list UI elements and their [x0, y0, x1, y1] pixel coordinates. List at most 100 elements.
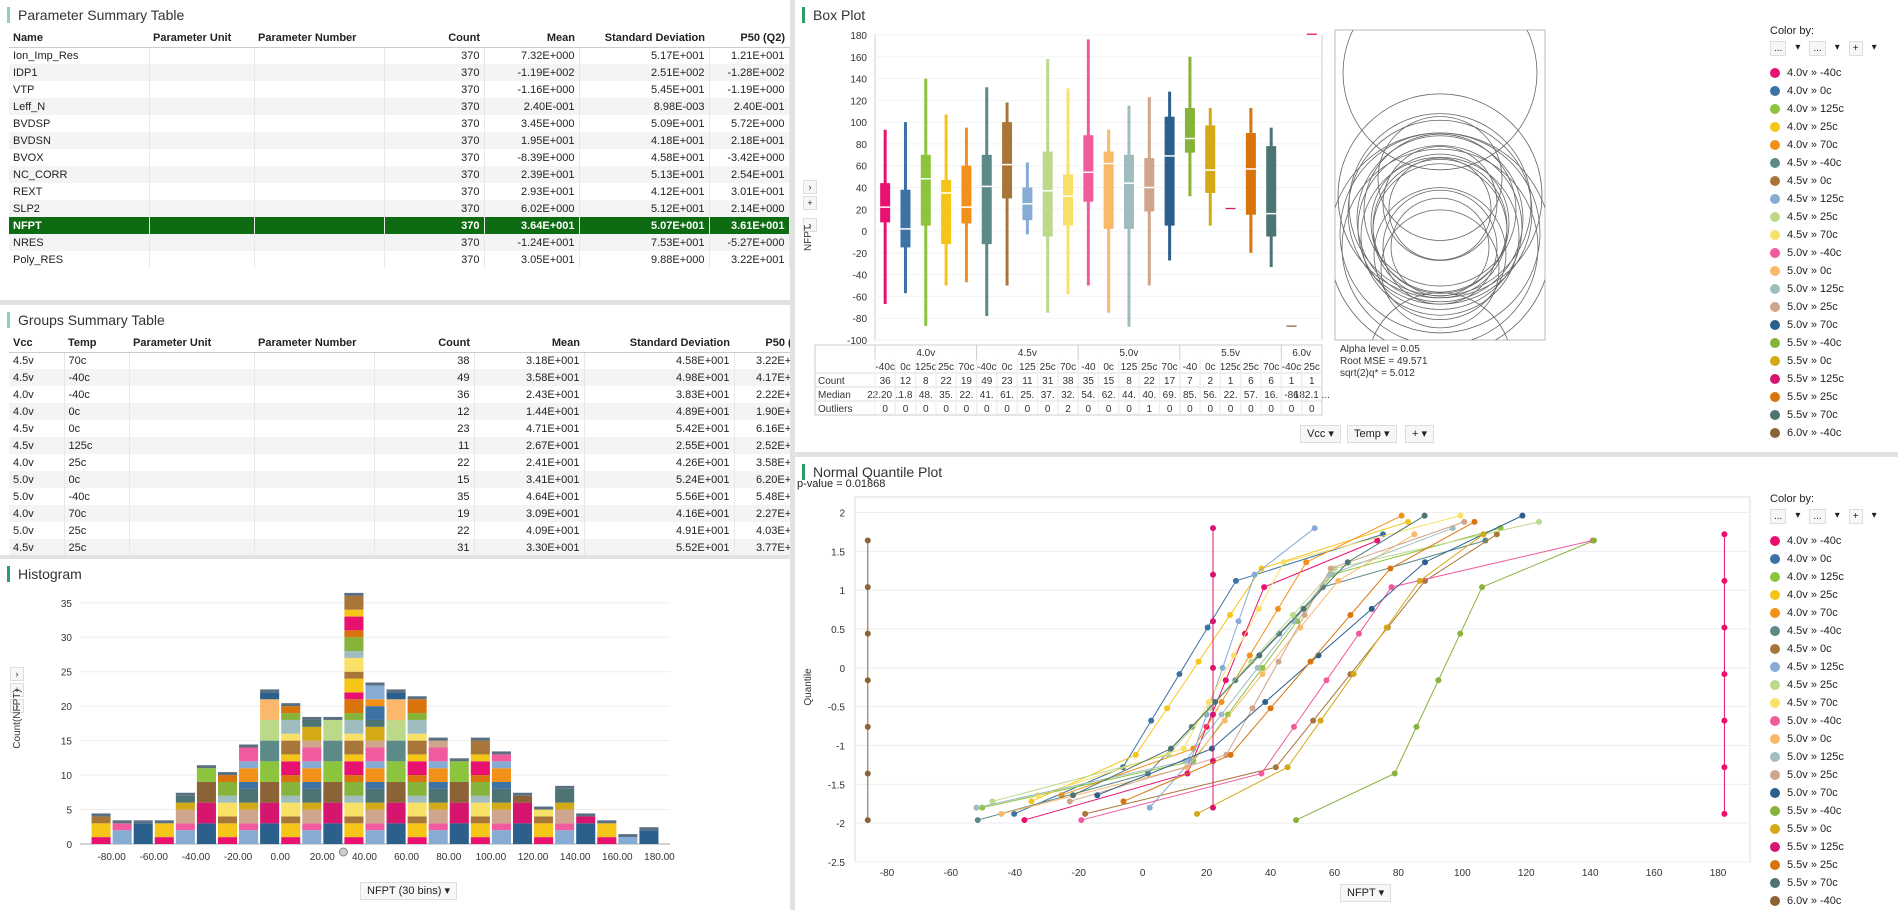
legend-item[interactable]: 4.0v » -40c — [1770, 532, 1880, 550]
legend-item[interactable]: 4.5v » -40c — [1770, 622, 1880, 640]
legend-item[interactable]: 5.5v » 125c — [1770, 370, 1880, 388]
table-row[interactable]: 4.0v0c121.44E+0014.89E+0011.90E+000-5.65… — [9, 403, 790, 420]
table-row[interactable]: 4.5v125c112.67E+0012.55E+0012.52E+001-1.… — [9, 437, 790, 454]
legend-item[interactable]: 4.0v » 25c — [1770, 586, 1880, 604]
column-header[interactable]: Parameter Number — [254, 335, 374, 353]
legend-item[interactable]: 4.0v » 125c — [1770, 100, 1880, 118]
legend-item[interactable]: 5.5v » 25c — [1770, 388, 1880, 406]
legend-item[interactable]: 5.0v » 70c — [1770, 784, 1880, 802]
column-header[interactable]: Count — [374, 335, 474, 353]
temp-dropdown[interactable]: Temp ▾ — [1347, 425, 1397, 443]
table-row[interactable]: 4.5v0c234.71E+0015.42E+0016.16E+001-4.82… — [9, 420, 790, 437]
table-row[interactable]: 5.0v25c224.09E+0014.91E+0014.03E+001-6.2… — [9, 522, 790, 539]
color-by-dropdown[interactable]: ... — [1809, 509, 1826, 524]
column-header[interactable]: Parameter Number — [254, 30, 384, 48]
column-header[interactable]: Mean — [474, 335, 584, 353]
legend-item[interactable]: 5.0v » 125c — [1770, 280, 1880, 298]
legend-item[interactable]: 4.5v » 0c — [1770, 172, 1880, 190]
vcc-dropdown[interactable]: Vcc ▾ — [1300, 425, 1341, 443]
legend-item[interactable]: 4.5v » 0c — [1770, 640, 1880, 658]
color-by-dropdown[interactable]: ... — [1809, 41, 1826, 56]
expand-arrow-button[interactable]: › — [10, 667, 24, 681]
table-row[interactable]: 4.5v25c313.30E+0015.52E+0013.77E+001-7.5… — [9, 539, 790, 555]
legend-item[interactable]: 6.0v » -40c — [1770, 892, 1880, 910]
table-row[interactable]: VTP 370-1.16E+0005.45E+001-1.19E+000-1.73… — [9, 81, 790, 98]
column-header[interactable]: Min — [789, 30, 790, 48]
table-row[interactable]: 4.0v70c193.09E+0014.16E+0012.27E+001-4.8… — [9, 505, 790, 522]
add-button[interactable]: + — [1848, 509, 1863, 524]
table-row[interactable]: BVOX 370-8.39E+0004.58E+001-3.42E+000-1.5… — [9, 149, 790, 166]
legend-item[interactable]: 4.0v » 0c — [1770, 82, 1880, 100]
table-row[interactable]: 4.5v70c383.18E+0014.58E+0013.22E+001-5.2… — [9, 352, 790, 369]
legend-item[interactable]: 4.5v » 70c — [1770, 694, 1880, 712]
color-by-dropdown[interactable]: ... — [1770, 509, 1787, 524]
table-row[interactable]: BVDSP 3703.45E+0005.09E+0015.72E+000-1.34… — [9, 115, 790, 132]
add-axis-button[interactable]: + ▾ — [1405, 425, 1435, 443]
column-header[interactable]: Name — [9, 30, 149, 48]
column-header[interactable]: Vcc — [9, 335, 64, 353]
column-header[interactable]: Mean — [484, 30, 579, 48]
legend-item[interactable]: 5.5v » 0c — [1770, 820, 1880, 838]
table-row[interactable]: 5.0v-40c354.64E+0015.56E+0015.48E+001-4.… — [9, 488, 790, 505]
expand-arrow-button[interactable]: › — [803, 218, 817, 232]
slider-handle[interactable] — [338, 847, 348, 857]
table-row[interactable]: Poly_RES 3703.05E+0019.88E+0003.22E+001-7… — [9, 251, 790, 268]
column-header[interactable]: Standard Deviation — [584, 335, 734, 353]
column-header[interactable]: Temp — [64, 335, 129, 353]
table-row[interactable]: 4.5v-40c493.58E+0014.98E+0014.17E+001-7.… — [9, 369, 790, 386]
color-by-dropdown[interactable]: ... — [1770, 41, 1787, 56]
legend-item[interactable]: 5.5v » -40c — [1770, 802, 1880, 820]
legend-item[interactable]: 4.0v » 70c — [1770, 136, 1880, 154]
table-row[interactable]: NC_CORR 3702.39E+0015.13E+0012.54E+001-1.… — [9, 166, 790, 183]
legend-item[interactable]: 4.5v » 70c — [1770, 226, 1880, 244]
table-row[interactable]: 5.0v0c153.41E+0015.24E+0016.20E+001-7.50… — [9, 471, 790, 488]
column-header[interactable]: Parameter Unit — [129, 335, 254, 353]
legend-item[interactable]: 5.0v » 0c — [1770, 730, 1880, 748]
x-axis-dropdown[interactable]: NFPT (30 bins) ▾ — [360, 882, 457, 900]
table-row[interactable]: Ion_Imp_Res 370 7.32E+000 5.17E+001 1.21E+00… — [9, 47, 790, 64]
table-row[interactable]: NFPT 3703.64E+0015.07E+0013.61E+001-8.76E… — [9, 217, 790, 234]
add-button[interactable]: + — [10, 683, 24, 697]
legend-item[interactable]: 5.0v » 25c — [1770, 298, 1880, 316]
legend-item[interactable]: 5.0v » 25c — [1770, 766, 1880, 784]
legend-item[interactable]: 5.0v » -40c — [1770, 712, 1880, 730]
table-row[interactable]: 4.0v25c222.41E+0014.26E+0013.58E+001-5.2… — [9, 454, 790, 471]
legend-item[interactable]: 4.5v » 125c — [1770, 658, 1880, 676]
expand-arrow-button[interactable]: › — [10, 699, 24, 713]
legend-item[interactable]: 5.5v » 125c — [1770, 838, 1880, 856]
legend-item[interactable]: 5.5v » 25c — [1770, 856, 1880, 874]
expand-arrow-button[interactable]: › — [803, 180, 817, 194]
legend-item[interactable]: 5.5v » 0c — [1770, 352, 1880, 370]
table-row[interactable]: BVDSN 3701.95E+0014.18E+0012.18E+001-1.51… — [9, 132, 790, 149]
column-header[interactable]: P50 (Q2) — [709, 30, 789, 48]
add-button[interactable]: + — [1848, 41, 1863, 56]
legend-item[interactable]: 4.5v » 25c — [1770, 676, 1880, 694]
table-row[interactable]: SLP2 3706.02E+0005.12E+0012.14E+000-1.70E… — [9, 200, 790, 217]
legend-item[interactable]: 4.0v » 70c — [1770, 604, 1880, 622]
column-header[interactable]: Standard Deviation — [579, 30, 709, 48]
table-row[interactable]: NRES 370-1.24E+0017.53E+001-5.27E+000-2.9… — [9, 234, 790, 251]
column-header[interactable]: Parameter Unit — [149, 30, 254, 48]
legend-item[interactable]: 6.0v » -40c — [1770, 424, 1880, 442]
legend-item[interactable]: 5.5v » -40c — [1770, 334, 1880, 352]
legend-item[interactable]: 4.0v » -40c — [1770, 64, 1880, 82]
legend-item[interactable]: 4.0v » 0c — [1770, 550, 1880, 568]
table-row[interactable]: Leff_N3702.40E-0018.98E-0032.40E-0012.13… — [9, 98, 790, 115]
legend-item[interactable]: 5.0v » 70c — [1770, 316, 1880, 334]
legend-item[interactable]: 4.5v » 25c — [1770, 208, 1880, 226]
x-axis-dropdown[interactable]: NFPT ▾ — [1340, 884, 1392, 902]
legend-item[interactable]: 4.0v » 25c — [1770, 118, 1880, 136]
legend-item[interactable]: 5.5v » 70c — [1770, 406, 1880, 424]
legend-item[interactable]: 5.0v » 0c — [1770, 262, 1880, 280]
table-row[interactable]: 4.0v-40c362.43E+0013.83E+0012.22E+001-6.… — [9, 386, 790, 403]
table-row[interactable]: REXT 3702.93E+0014.12E+0013.01E+001-1.12E… — [9, 183, 790, 200]
column-header[interactable]: Count — [384, 30, 484, 48]
legend-item[interactable]: 4.0v » 125c — [1770, 568, 1880, 586]
legend-item[interactable]: 5.0v » -40c — [1770, 244, 1880, 262]
add-button[interactable]: + — [803, 196, 817, 210]
table-row[interactable]: IDP1 370-1.19E+0022.51E+002-1.28E+002-8.1… — [9, 64, 790, 81]
column-header[interactable]: P50 (Q2) — [734, 335, 790, 353]
legend-item[interactable]: 5.0v » 125c — [1770, 748, 1880, 766]
legend-item[interactable]: 5.5v » 70c — [1770, 874, 1880, 892]
legend-item[interactable]: 4.5v » 125c — [1770, 190, 1880, 208]
